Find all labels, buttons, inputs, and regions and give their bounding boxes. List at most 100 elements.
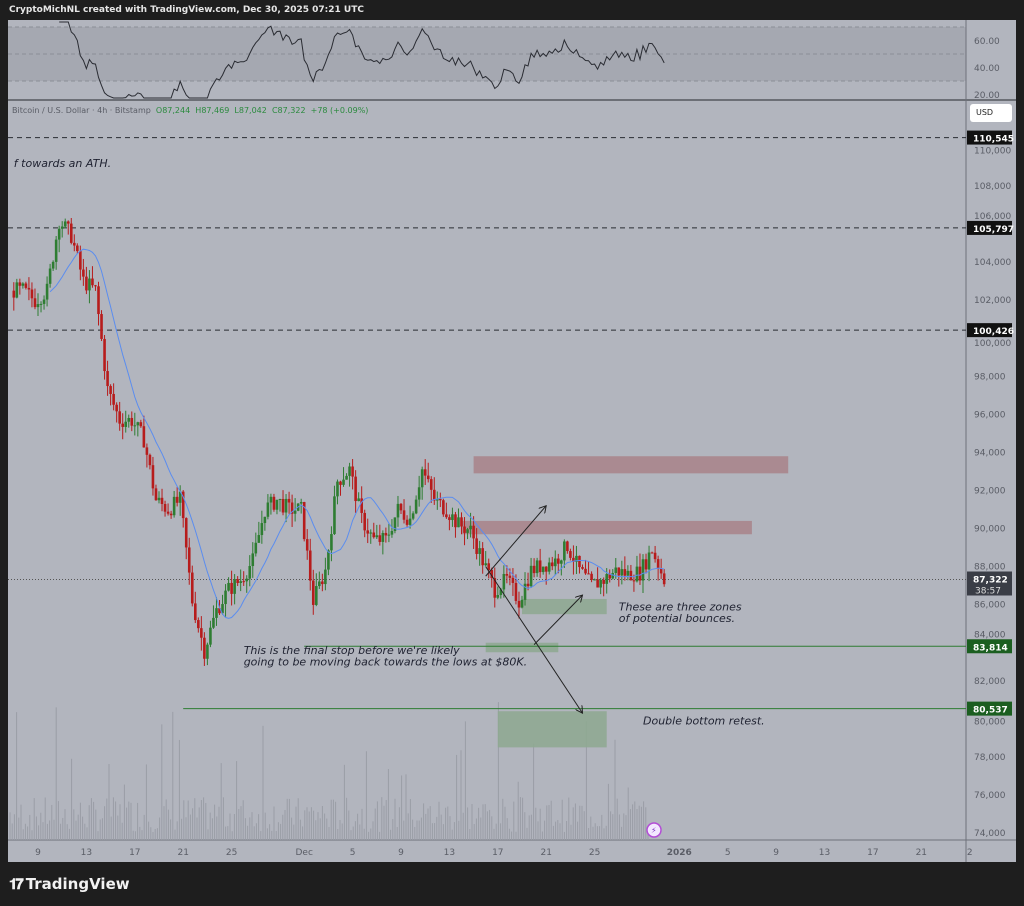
candle-body — [54, 239, 58, 262]
candle-body — [163, 504, 167, 512]
chart-annotation: of potential bounces. — [619, 612, 735, 625]
candle-body — [342, 479, 345, 485]
candle-body — [590, 573, 593, 580]
candle-body — [118, 411, 121, 424]
moving-average-line — [49, 248, 665, 619]
candle-body — [593, 579, 596, 581]
price-axis-tick: 88,000 — [974, 563, 1006, 573]
candle-body — [33, 298, 37, 308]
candle-body — [635, 566, 639, 582]
candle-body — [18, 282, 22, 286]
chart-annotation: going to be moving back towards the lows… — [244, 656, 527, 669]
support-zone[interactable] — [522, 598, 607, 615]
price-axis-tick: 100,000 — [974, 339, 1011, 349]
candle-body — [348, 466, 351, 476]
currency-button[interactable]: USD — [970, 104, 1012, 122]
candle-body — [142, 426, 146, 448]
candle-body — [535, 560, 539, 574]
candle-body — [121, 423, 124, 427]
candle-body — [650, 552, 654, 554]
candle-body — [230, 582, 233, 594]
time-axis-tick: 9 — [773, 848, 779, 858]
price-level-label[interactable]: 110,545 — [973, 135, 1014, 145]
price-axis-tick: 94,000 — [974, 448, 1006, 458]
candle-body — [623, 569, 627, 576]
price-level-tag[interactable] — [967, 701, 1012, 716]
trend-arrow[interactable] — [485, 566, 583, 714]
candle-body — [106, 371, 109, 387]
price-level-tag[interactable] — [967, 220, 1012, 235]
symbol-name[interactable]: Bitcoin / U.S. Dollar · 4h · Bitstamp — [12, 106, 151, 115]
candle-body — [178, 491, 182, 503]
candle-body — [236, 579, 239, 584]
tradingview-logo[interactable]: 𝟏𝟕 TradingView — [9, 875, 130, 893]
candle-body — [357, 498, 360, 502]
candle-body — [563, 541, 566, 561]
trend-arrow[interactable] — [533, 595, 582, 645]
price-level-label[interactable]: 100,426 — [973, 327, 1014, 337]
candle-body — [330, 534, 333, 551]
candle-body — [100, 314, 103, 339]
candle-body — [82, 269, 85, 277]
price-axis-tick: 96,000 — [974, 410, 1006, 420]
candle-body — [469, 525, 472, 530]
support-zone[interactable] — [485, 642, 559, 653]
candle-body — [496, 595, 500, 598]
candle-body — [136, 422, 140, 426]
candle-body — [520, 599, 524, 608]
candle-body — [372, 532, 376, 538]
candle-body — [647, 552, 651, 570]
candle-body — [91, 278, 94, 286]
price-axis-tick: 108,000 — [974, 182, 1011, 192]
candle-body — [145, 447, 149, 455]
candle-body — [490, 569, 494, 579]
candle-body — [257, 535, 261, 543]
snapshot-icon[interactable]: ⚡ — [646, 822, 662, 838]
candle-body — [308, 550, 312, 581]
candle-body — [436, 498, 439, 501]
candle-body — [587, 573, 590, 575]
candle-body — [511, 577, 515, 583]
price-level-tag[interactable] — [967, 639, 1012, 654]
candle-body — [602, 579, 605, 584]
time-axis-tick: 21 — [177, 848, 188, 858]
candle-body — [45, 283, 49, 300]
support-zone[interactable] — [497, 711, 607, 748]
candle-body — [12, 290, 16, 298]
candle-body — [417, 487, 421, 500]
price-level-label[interactable]: 105,797 — [973, 225, 1014, 235]
time-axis-tick: 5 — [725, 848, 731, 858]
candle-body — [429, 479, 433, 490]
candle-body — [200, 628, 203, 638]
price-level-tag[interactable] — [967, 130, 1012, 145]
candle-body — [290, 502, 294, 514]
candle-body — [442, 500, 445, 515]
candle-body — [227, 582, 230, 591]
candle-body — [632, 580, 636, 582]
candle-body — [218, 608, 221, 614]
candle-body — [578, 555, 581, 568]
candle-body — [281, 499, 285, 513]
ohlc-high: H87,469 — [195, 106, 230, 115]
candle-body — [151, 465, 155, 489]
price-axis-tick: 74,000 — [974, 829, 1006, 839]
candle-body — [550, 562, 554, 567]
price-level-tag[interactable] — [967, 323, 1012, 338]
candle-body — [611, 572, 615, 579]
price-axis-tick: 110,000 — [974, 147, 1011, 157]
candle-body — [327, 550, 330, 570]
candle-body — [27, 287, 31, 290]
candle-body — [148, 454, 152, 466]
price-axis-tick: 106,000 — [974, 212, 1011, 222]
candle-body — [605, 574, 608, 584]
price-level-label[interactable]: 83,814 — [973, 643, 1008, 653]
resistance-zone[interactable] — [473, 456, 789, 474]
candle-body — [315, 586, 318, 605]
time-axis-tick: 13 — [444, 848, 455, 858]
candle-body — [460, 517, 463, 527]
candle-body — [39, 303, 43, 305]
resistance-zone[interactable] — [461, 520, 752, 535]
trend-arrow[interactable] — [485, 506, 547, 577]
price-level-label[interactable]: 80,537 — [973, 706, 1008, 716]
